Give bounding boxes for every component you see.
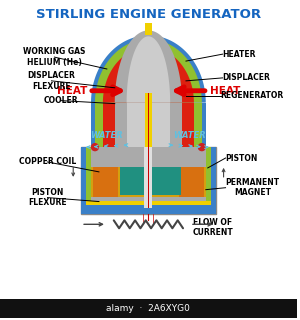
Bar [179, 157, 204, 206]
Bar [146, 23, 152, 35]
Text: alamy  ·  2A6XYG0: alamy · 2A6XYG0 [106, 304, 190, 313]
Bar [127, 103, 170, 147]
Text: PISTON
FLEXURE: PISTON FLEXURE [28, 188, 67, 207]
Bar [91, 147, 206, 208]
Bar [148, 147, 149, 208]
Text: DISPLACER
FLEXURE: DISPLACER FLEXURE [28, 71, 75, 91]
Polygon shape [91, 35, 206, 103]
Bar [91, 103, 206, 147]
Bar [81, 147, 216, 214]
Text: WATER: WATER [174, 131, 206, 140]
Text: WORKING GAS
HELIUM (He): WORKING GAS HELIUM (He) [23, 47, 86, 67]
Polygon shape [115, 30, 182, 103]
Circle shape [92, 144, 98, 151]
Bar [86, 147, 211, 212]
Circle shape [198, 144, 205, 151]
Text: WATER: WATER [91, 131, 123, 140]
Bar [144, 147, 152, 208]
Bar [81, 147, 216, 214]
Text: REGENERATOR: REGENERATOR [220, 91, 284, 100]
Text: COPPER COIL: COPPER COIL [19, 157, 76, 166]
Text: FLOW OF
CURRENT: FLOW OF CURRENT [193, 218, 234, 237]
Bar [146, 93, 152, 147]
Bar [148, 93, 149, 147]
Text: PERMANENT
MAGNET: PERMANENT MAGNET [226, 178, 280, 197]
Bar [86, 201, 211, 204]
Text: HEATER: HEATER [223, 50, 256, 59]
Text: HEAT: HEAT [210, 86, 240, 96]
Bar [103, 103, 194, 147]
Polygon shape [127, 36, 170, 103]
Polygon shape [103, 47, 194, 103]
Text: PISTON: PISTON [226, 154, 258, 163]
Text: DISPLACER: DISPLACER [223, 73, 271, 82]
Bar [93, 157, 118, 206]
Text: HEAT: HEAT [57, 86, 87, 96]
Text: COOLER: COOLER [44, 96, 79, 105]
Bar [95, 103, 202, 147]
Bar [91, 147, 206, 167]
Bar [0, 299, 297, 318]
Bar [115, 103, 182, 147]
Polygon shape [95, 39, 202, 103]
Bar [120, 163, 181, 195]
Text: STIRLING ENGINE GENERATOR: STIRLING ENGINE GENERATOR [36, 8, 261, 21]
Bar [86, 204, 211, 212]
Bar [91, 196, 206, 208]
